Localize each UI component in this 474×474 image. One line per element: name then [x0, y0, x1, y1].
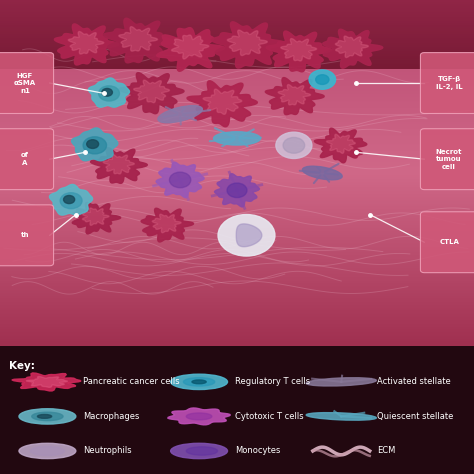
FancyBboxPatch shape	[0, 53, 54, 113]
Polygon shape	[103, 155, 134, 174]
Polygon shape	[327, 134, 356, 154]
Polygon shape	[26, 376, 68, 387]
Polygon shape	[265, 78, 324, 115]
Polygon shape	[12, 373, 81, 391]
Polygon shape	[72, 128, 118, 161]
Polygon shape	[91, 148, 147, 183]
Polygon shape	[55, 24, 119, 65]
Circle shape	[171, 443, 228, 459]
Ellipse shape	[306, 378, 376, 386]
Polygon shape	[119, 27, 157, 51]
Polygon shape	[119, 73, 184, 114]
Text: Activated stellate: Activated stellate	[377, 377, 451, 386]
Circle shape	[19, 409, 76, 424]
Polygon shape	[172, 35, 209, 59]
Polygon shape	[103, 18, 174, 63]
Ellipse shape	[213, 132, 261, 145]
Polygon shape	[168, 408, 230, 425]
Polygon shape	[141, 208, 193, 242]
Polygon shape	[156, 27, 225, 71]
Circle shape	[37, 414, 52, 419]
Polygon shape	[88, 78, 129, 107]
Circle shape	[186, 413, 212, 420]
Text: Regulatory T cells: Regulatory T cells	[235, 377, 310, 386]
Text: CTLA: CTLA	[439, 239, 459, 245]
Circle shape	[87, 140, 99, 148]
Text: Monocytes: Monocytes	[235, 447, 280, 456]
Text: Necrot
tumou
cell: Necrot tumou cell	[436, 149, 462, 170]
Circle shape	[283, 137, 305, 153]
Polygon shape	[335, 36, 368, 57]
Circle shape	[309, 70, 336, 89]
Circle shape	[227, 183, 247, 198]
Circle shape	[170, 172, 191, 188]
Ellipse shape	[158, 106, 202, 123]
Circle shape	[316, 75, 329, 84]
Circle shape	[83, 137, 107, 154]
Circle shape	[192, 380, 206, 384]
Ellipse shape	[302, 166, 342, 180]
Circle shape	[99, 86, 119, 101]
Polygon shape	[134, 80, 170, 103]
FancyBboxPatch shape	[0, 205, 54, 266]
Circle shape	[276, 132, 312, 158]
Text: Pancreatic cancer cells: Pancreatic cancer cells	[83, 377, 180, 386]
Text: Neutrophils: Neutrophils	[83, 447, 132, 456]
Ellipse shape	[306, 413, 376, 420]
Polygon shape	[49, 184, 92, 215]
Circle shape	[218, 215, 275, 256]
FancyBboxPatch shape	[420, 212, 474, 273]
FancyBboxPatch shape	[0, 346, 474, 474]
Text: HGF
αSMA
n1: HGF αSMA n1	[14, 73, 36, 93]
Text: Quiescent stellate: Quiescent stellate	[377, 412, 453, 421]
Polygon shape	[82, 208, 109, 225]
Polygon shape	[156, 162, 204, 198]
Polygon shape	[203, 89, 242, 114]
Circle shape	[30, 447, 64, 456]
Circle shape	[32, 412, 63, 420]
Polygon shape	[72, 202, 120, 234]
Circle shape	[183, 378, 215, 386]
FancyBboxPatch shape	[420, 53, 474, 113]
Circle shape	[102, 89, 112, 96]
Polygon shape	[278, 84, 310, 105]
Polygon shape	[215, 173, 259, 207]
Text: th: th	[21, 232, 29, 238]
Circle shape	[186, 447, 218, 455]
Text: Cytotoxic T cells: Cytotoxic T cells	[235, 412, 303, 421]
Polygon shape	[266, 31, 331, 72]
Polygon shape	[227, 30, 267, 55]
Polygon shape	[281, 38, 317, 61]
Circle shape	[19, 443, 76, 459]
Polygon shape	[211, 22, 284, 68]
Text: ECM: ECM	[377, 447, 395, 456]
Circle shape	[60, 193, 82, 209]
FancyBboxPatch shape	[420, 129, 474, 190]
Text: TGF-β
IL-2, IL: TGF-β IL-2, IL	[436, 76, 463, 90]
Polygon shape	[187, 81, 257, 127]
Circle shape	[171, 374, 228, 390]
Circle shape	[64, 195, 75, 204]
Text: of
A: of A	[21, 153, 29, 166]
Polygon shape	[68, 31, 104, 54]
Polygon shape	[152, 214, 181, 233]
Polygon shape	[236, 224, 262, 246]
FancyBboxPatch shape	[0, 129, 54, 190]
Text: Key:: Key:	[9, 361, 36, 371]
Polygon shape	[314, 128, 367, 163]
Polygon shape	[323, 29, 383, 68]
Text: Macrophages: Macrophages	[83, 412, 139, 421]
